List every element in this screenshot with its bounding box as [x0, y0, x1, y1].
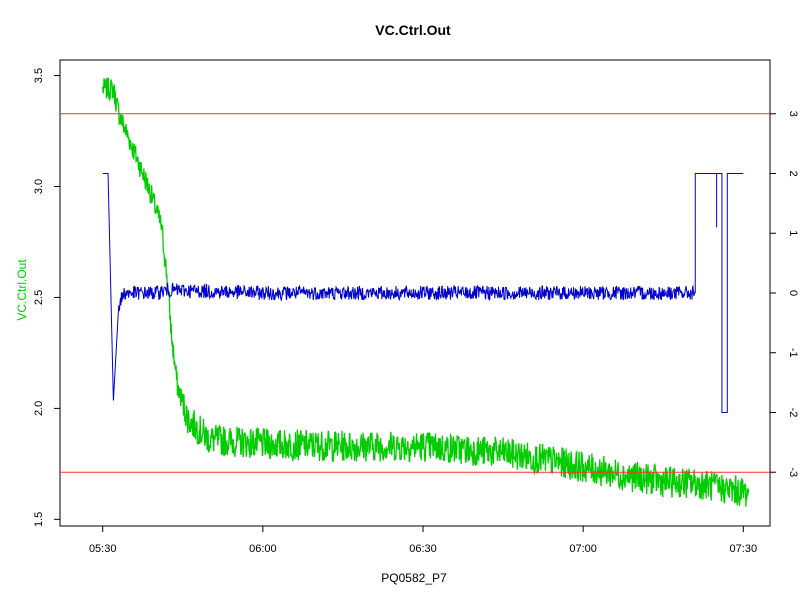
y-tick-label: 2.5 [33, 290, 45, 305]
x-tick-label: 06:30 [409, 543, 437, 555]
x-tick-label: 06:00 [249, 543, 277, 555]
y2-tick-label: 1 [787, 230, 799, 236]
x-tick-label: 07:00 [569, 543, 597, 555]
y2-tick-label: 3 [787, 111, 799, 117]
x-tick-label: 07:30 [730, 543, 758, 555]
series-line-1 [102, 77, 750, 507]
y2-tick-label: 2 [787, 170, 799, 176]
y-axis: 1.5 2.0 2.5 3.0 3.5 [33, 68, 60, 527]
y-axis-label: VC.Ctrl.Out [15, 259, 29, 321]
x-tick-label: 05:30 [89, 543, 117, 555]
y-tick-label: 3.0 [33, 179, 45, 194]
y2-axis: -3 -2 -1 0 1 2 3 [770, 111, 799, 477]
series-line-2 [102, 173, 744, 413]
chart-title: VC.Ctrl.Out [375, 22, 451, 38]
y-tick-label: 3.5 [33, 68, 45, 83]
y-tick-label: 2.0 [33, 401, 45, 416]
x-axis-label: PQ0582_P7 [381, 571, 447, 585]
y2-tick-label: -2 [787, 408, 799, 418]
y2-tick-label: 0 [787, 290, 799, 296]
y2-tick-label: -1 [787, 348, 799, 358]
y-tick-label: 1.5 [33, 512, 45, 527]
x-axis: 05:30 06:00 06:30 07:00 07:30 [89, 526, 757, 555]
y2-tick-label: -3 [787, 467, 799, 477]
